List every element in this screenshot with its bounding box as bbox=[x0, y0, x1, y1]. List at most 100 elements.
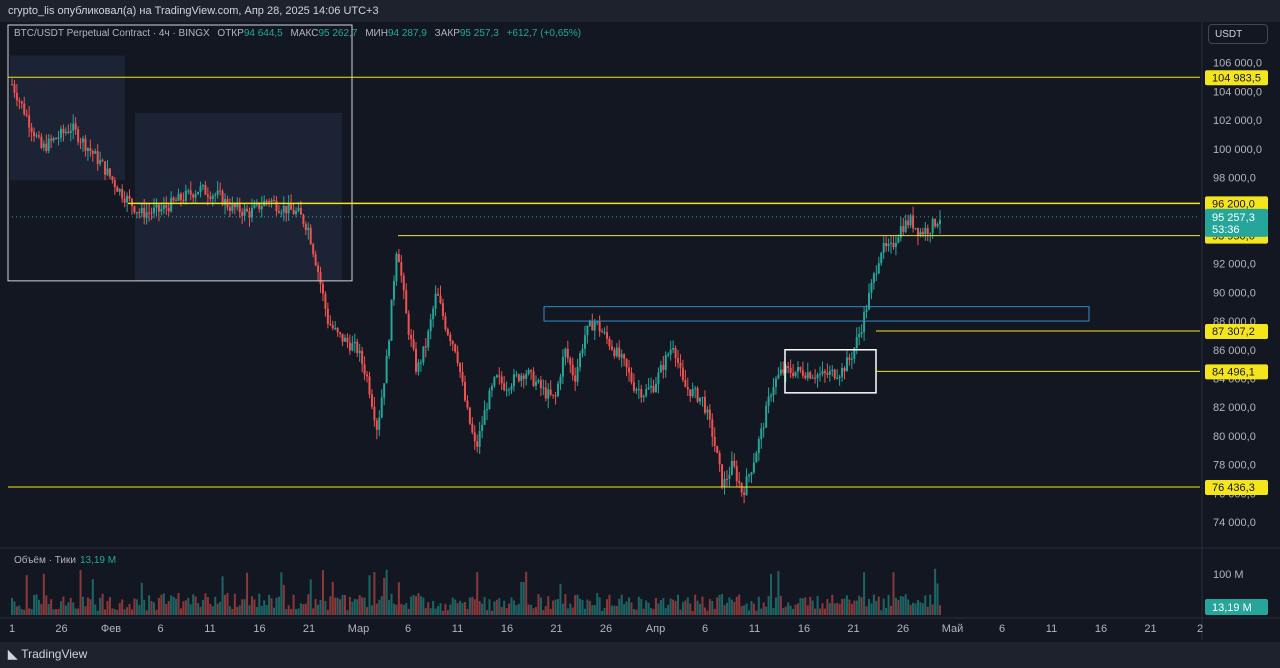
candle-body bbox=[750, 472, 753, 475]
candle-body bbox=[108, 168, 111, 177]
volume-bar bbox=[740, 605, 743, 615]
candle-body bbox=[233, 203, 236, 208]
volume-bar bbox=[887, 594, 890, 615]
volume-bar bbox=[216, 603, 219, 615]
volume-bar bbox=[50, 599, 53, 615]
volume-bar bbox=[128, 603, 131, 615]
volume-bar bbox=[549, 608, 552, 615]
volume-bar bbox=[924, 595, 927, 615]
candle-body bbox=[760, 428, 763, 440]
volume-bar bbox=[419, 596, 422, 615]
candle-body bbox=[361, 350, 364, 365]
volume-bar bbox=[855, 600, 858, 615]
candle-body bbox=[299, 207, 302, 215]
candle-body bbox=[140, 207, 143, 214]
volume-bar bbox=[133, 598, 136, 615]
chart-pane[interactable] bbox=[0, 22, 1280, 668]
volume-bar bbox=[542, 610, 545, 615]
volume-bar bbox=[304, 603, 307, 615]
volume-bar bbox=[407, 608, 410, 615]
volume-bar bbox=[870, 603, 873, 615]
x-tick-label: 21 bbox=[303, 623, 315, 635]
volume-bar bbox=[348, 596, 351, 615]
candle-body bbox=[250, 207, 253, 218]
candle-body bbox=[456, 351, 459, 364]
volume-bar bbox=[708, 599, 711, 615]
candle-body bbox=[199, 186, 202, 192]
volume-bar bbox=[872, 594, 875, 615]
tradingview-logo[interactable]: ◣ TradingView bbox=[8, 647, 87, 661]
volume-bar bbox=[488, 599, 491, 615]
candle-body bbox=[378, 417, 381, 430]
volume-bar bbox=[784, 606, 787, 615]
candle-body bbox=[258, 202, 261, 210]
volume-bar bbox=[160, 594, 163, 615]
resistance-zone bbox=[543, 306, 1090, 322]
volume-bar bbox=[591, 605, 594, 615]
candle-body bbox=[934, 218, 937, 227]
candle-body bbox=[329, 323, 332, 326]
volume-bar bbox=[272, 607, 275, 615]
candle-body bbox=[219, 190, 222, 192]
candle-body bbox=[495, 375, 498, 378]
volume-bar bbox=[554, 599, 557, 615]
candle-body bbox=[887, 243, 890, 247]
volume-bar bbox=[809, 596, 812, 615]
volume-bar bbox=[226, 593, 229, 615]
candle-body bbox=[534, 381, 537, 386]
volume-bar bbox=[601, 610, 604, 615]
candle-body bbox=[270, 200, 273, 202]
volume-bar bbox=[701, 596, 704, 615]
volume-bar bbox=[699, 603, 702, 615]
candle-body bbox=[530, 370, 533, 372]
volume-bar bbox=[919, 602, 922, 615]
high-value: 95 262,7 bbox=[318, 28, 358, 39]
candle-body bbox=[434, 293, 437, 309]
candle-body bbox=[532, 371, 535, 386]
candle-body bbox=[82, 138, 85, 143]
candle-body bbox=[118, 189, 121, 192]
range-box bbox=[7, 24, 353, 282]
symbol-name[interactable]: BTC/USDT Perpetual Contract · 4ч · BINGX bbox=[14, 28, 210, 39]
candle-body bbox=[353, 341, 356, 344]
volume-bar bbox=[148, 595, 151, 615]
volume-bar bbox=[319, 599, 322, 615]
candle-body bbox=[194, 194, 197, 198]
volume-bar bbox=[897, 599, 900, 615]
volume-bar bbox=[711, 600, 714, 615]
volume-bar bbox=[224, 594, 227, 615]
candle-body bbox=[175, 200, 178, 202]
volume-bar bbox=[25, 575, 28, 615]
candle-body bbox=[224, 199, 227, 205]
x-tick-label: Мар bbox=[348, 623, 370, 635]
candles bbox=[11, 78, 941, 504]
volume-bar bbox=[931, 604, 934, 615]
volume-bar bbox=[415, 596, 418, 615]
candle-body bbox=[777, 374, 780, 379]
volume-bar bbox=[263, 600, 266, 615]
volume-bar bbox=[767, 596, 770, 615]
x-tick-label: 16 bbox=[798, 623, 810, 635]
volume-bar bbox=[899, 595, 902, 615]
volume-bar bbox=[510, 597, 513, 615]
candle-body bbox=[701, 397, 704, 399]
volume-bar bbox=[831, 594, 834, 615]
candle-body bbox=[86, 148, 89, 151]
candle-body bbox=[679, 362, 682, 368]
volume-label[interactable]: Объём · Тики bbox=[14, 555, 76, 566]
candle-body bbox=[331, 325, 334, 329]
candle-body bbox=[13, 84, 16, 93]
currency-selector[interactable]: USDT bbox=[1208, 24, 1268, 44]
volume-bar bbox=[236, 607, 239, 615]
candle-body bbox=[285, 205, 288, 214]
volume-bar bbox=[162, 593, 165, 615]
volume-bar bbox=[329, 596, 332, 615]
candle-body bbox=[128, 195, 131, 199]
volume-bar bbox=[637, 596, 640, 615]
profile-region bbox=[135, 112, 342, 281]
candle-body bbox=[767, 396, 770, 406]
candle-body bbox=[165, 205, 168, 208]
volume-bar bbox=[706, 610, 709, 615]
candle-body bbox=[116, 186, 119, 192]
